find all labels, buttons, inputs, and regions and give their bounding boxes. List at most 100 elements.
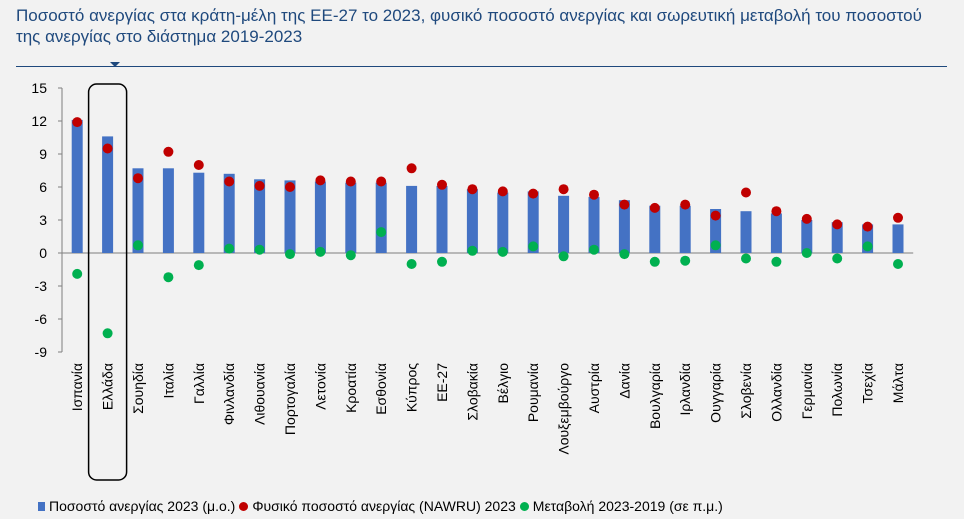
x-category-label: Βουλγαρία xyxy=(647,363,663,429)
bar-unemployment-2023 xyxy=(740,211,752,253)
bar-unemployment-2023 xyxy=(801,220,813,253)
y-tick-label: -9 xyxy=(35,344,48,360)
dot-change-2019-2023 xyxy=(771,256,782,267)
x-category-label: Σλοβακία xyxy=(464,363,480,421)
y-tick-label: 15 xyxy=(31,80,47,96)
dot-nawru-2023 xyxy=(406,163,417,174)
x-category-label: Ολλανδία xyxy=(768,363,784,422)
x-category-label: Γερμανία xyxy=(799,363,815,419)
x-category-label: Ουγγαρία xyxy=(708,363,724,423)
dot-nawru-2023 xyxy=(376,176,387,187)
dot-nawru-2023 xyxy=(254,180,265,191)
x-category-label: Πορτογαλία xyxy=(282,363,298,435)
chart-title: Ποσοστό ανεργίας στα κράτη-μέλη της ΕΕ-2… xyxy=(16,6,922,46)
x-category-label: Εσθονία xyxy=(373,363,389,415)
bar-unemployment-2023 xyxy=(497,192,509,253)
dot-change-2019-2023 xyxy=(345,250,356,261)
bar-unemployment-2023 xyxy=(254,179,266,253)
bar-unemployment-2023 xyxy=(862,224,874,253)
dot-nawru-2023 xyxy=(862,221,873,232)
dot-change-2019-2023 xyxy=(862,241,873,252)
bar-unemployment-2023 xyxy=(466,189,478,253)
dot-nawru-2023 xyxy=(72,117,83,128)
dot-change-2019-2023 xyxy=(163,272,174,283)
x-category-label: ΕΕ-27 xyxy=(434,363,450,402)
dot-change-2019-2023 xyxy=(285,249,295,260)
dot-nawru-2023 xyxy=(437,179,447,190)
bar-unemployment-2023 xyxy=(314,181,326,253)
x-category-label: Πολωνία xyxy=(829,363,845,417)
dot-change-2019-2023 xyxy=(893,259,903,269)
chart-legend: Ποσοστό ανεργίας 2023 (μ.ο.) Φυσικό ποσο… xyxy=(38,498,727,514)
x-category-label: Μάλτα xyxy=(890,363,906,403)
x-category-label: Γαλλία xyxy=(191,363,207,404)
dot-nawru-2023 xyxy=(801,213,812,224)
x-category-label: Αυστρία xyxy=(586,363,602,413)
x-category-label: Κύπρος xyxy=(404,363,420,412)
dot-change-2019-2023 xyxy=(497,246,508,257)
x-category-label: Σουηδία xyxy=(130,363,146,414)
dot-nawru-2023 xyxy=(133,173,143,184)
bar-unemployment-2023 xyxy=(588,196,600,253)
dot-nawru-2023 xyxy=(649,202,660,213)
dot-nawru-2023 xyxy=(771,206,782,217)
x-category-label: Ιρλανδία xyxy=(677,363,693,415)
dot-change-2019-2023 xyxy=(102,328,113,339)
x-category-label: Ελλάδα xyxy=(100,363,116,410)
dot-change-2019-2023 xyxy=(315,246,326,257)
dot-change-2019-2023 xyxy=(649,256,660,267)
bar-unemployment-2023 xyxy=(132,168,144,253)
title-notch-marker xyxy=(110,62,120,67)
dot-change-2019-2023 xyxy=(558,251,569,262)
x-category-label: Ιταλία xyxy=(160,363,176,399)
x-category-label: Λιθουανία xyxy=(252,363,268,425)
dot-nawru-2023 xyxy=(345,176,356,187)
dot-nawru-2023 xyxy=(467,184,478,195)
dot-change-2019-2023 xyxy=(528,241,539,252)
dot-nawru-2023 xyxy=(497,186,508,197)
highlight-box-greece xyxy=(87,83,128,481)
x-category-label: Τσεχία xyxy=(860,363,876,403)
dot-change-2019-2023 xyxy=(801,248,812,258)
bar-unemployment-2023 xyxy=(558,195,570,253)
dot-change-2019-2023 xyxy=(710,240,721,251)
legend-item-unemployment: Ποσοστό ανεργίας 2023 (μ.ο.) xyxy=(38,498,235,514)
dot-nawru-2023 xyxy=(315,175,326,186)
title-divider xyxy=(16,66,947,67)
dot-change-2019-2023 xyxy=(376,227,387,238)
bar-unemployment-2023 xyxy=(618,200,630,253)
dot-change-2019-2023 xyxy=(680,255,691,266)
x-category-label: Φινλανδία xyxy=(221,363,237,425)
y-tick-label: 3 xyxy=(39,212,47,228)
legend-label-change: Μεταβολή 2023-2019 (σε π.μ.) xyxy=(532,498,723,514)
x-category-label: Σλοβενία xyxy=(738,363,754,419)
dot-nawru-2023 xyxy=(102,143,113,154)
legend-label-unemployment: Ποσοστό ανεργίας 2023 (μ.ο.) xyxy=(49,498,236,514)
dot-change-2019-2023 xyxy=(832,253,843,264)
legend-swatch-change xyxy=(519,501,529,511)
bar-unemployment-2023 xyxy=(193,172,205,253)
bar-unemployment-2023 xyxy=(223,173,235,253)
bar-unemployment-2023 xyxy=(436,185,448,253)
y-tick-label: -3 xyxy=(35,278,48,294)
legend-item-nawru: Φυσικό ποσοστό ανεργίας (NAWRU) 2023 xyxy=(239,498,516,514)
bar-unemployment-2023 xyxy=(406,185,418,253)
legend-swatch-bar xyxy=(38,501,45,511)
dot-change-2019-2023 xyxy=(467,245,478,256)
bar-unemployment-2023 xyxy=(770,213,782,253)
dot-nawru-2023 xyxy=(528,188,539,199)
dot-nawru-2023 xyxy=(710,210,721,221)
x-category-label: Λουξεμβούργο xyxy=(556,363,572,455)
dot-change-2019-2023 xyxy=(406,259,417,269)
dot-nawru-2023 xyxy=(832,219,843,230)
dot-change-2019-2023 xyxy=(72,268,83,279)
bar-unemployment-2023 xyxy=(679,205,691,253)
y-tick-label: 6 xyxy=(39,179,47,195)
dot-change-2019-2023 xyxy=(224,243,235,254)
x-category-label: Λετονία xyxy=(312,363,328,410)
x-category-label: Δανία xyxy=(616,363,632,399)
bar-unemployment-2023 xyxy=(527,191,539,253)
y-tick-label: 12 xyxy=(31,113,47,129)
dot-nawru-2023 xyxy=(285,182,295,192)
